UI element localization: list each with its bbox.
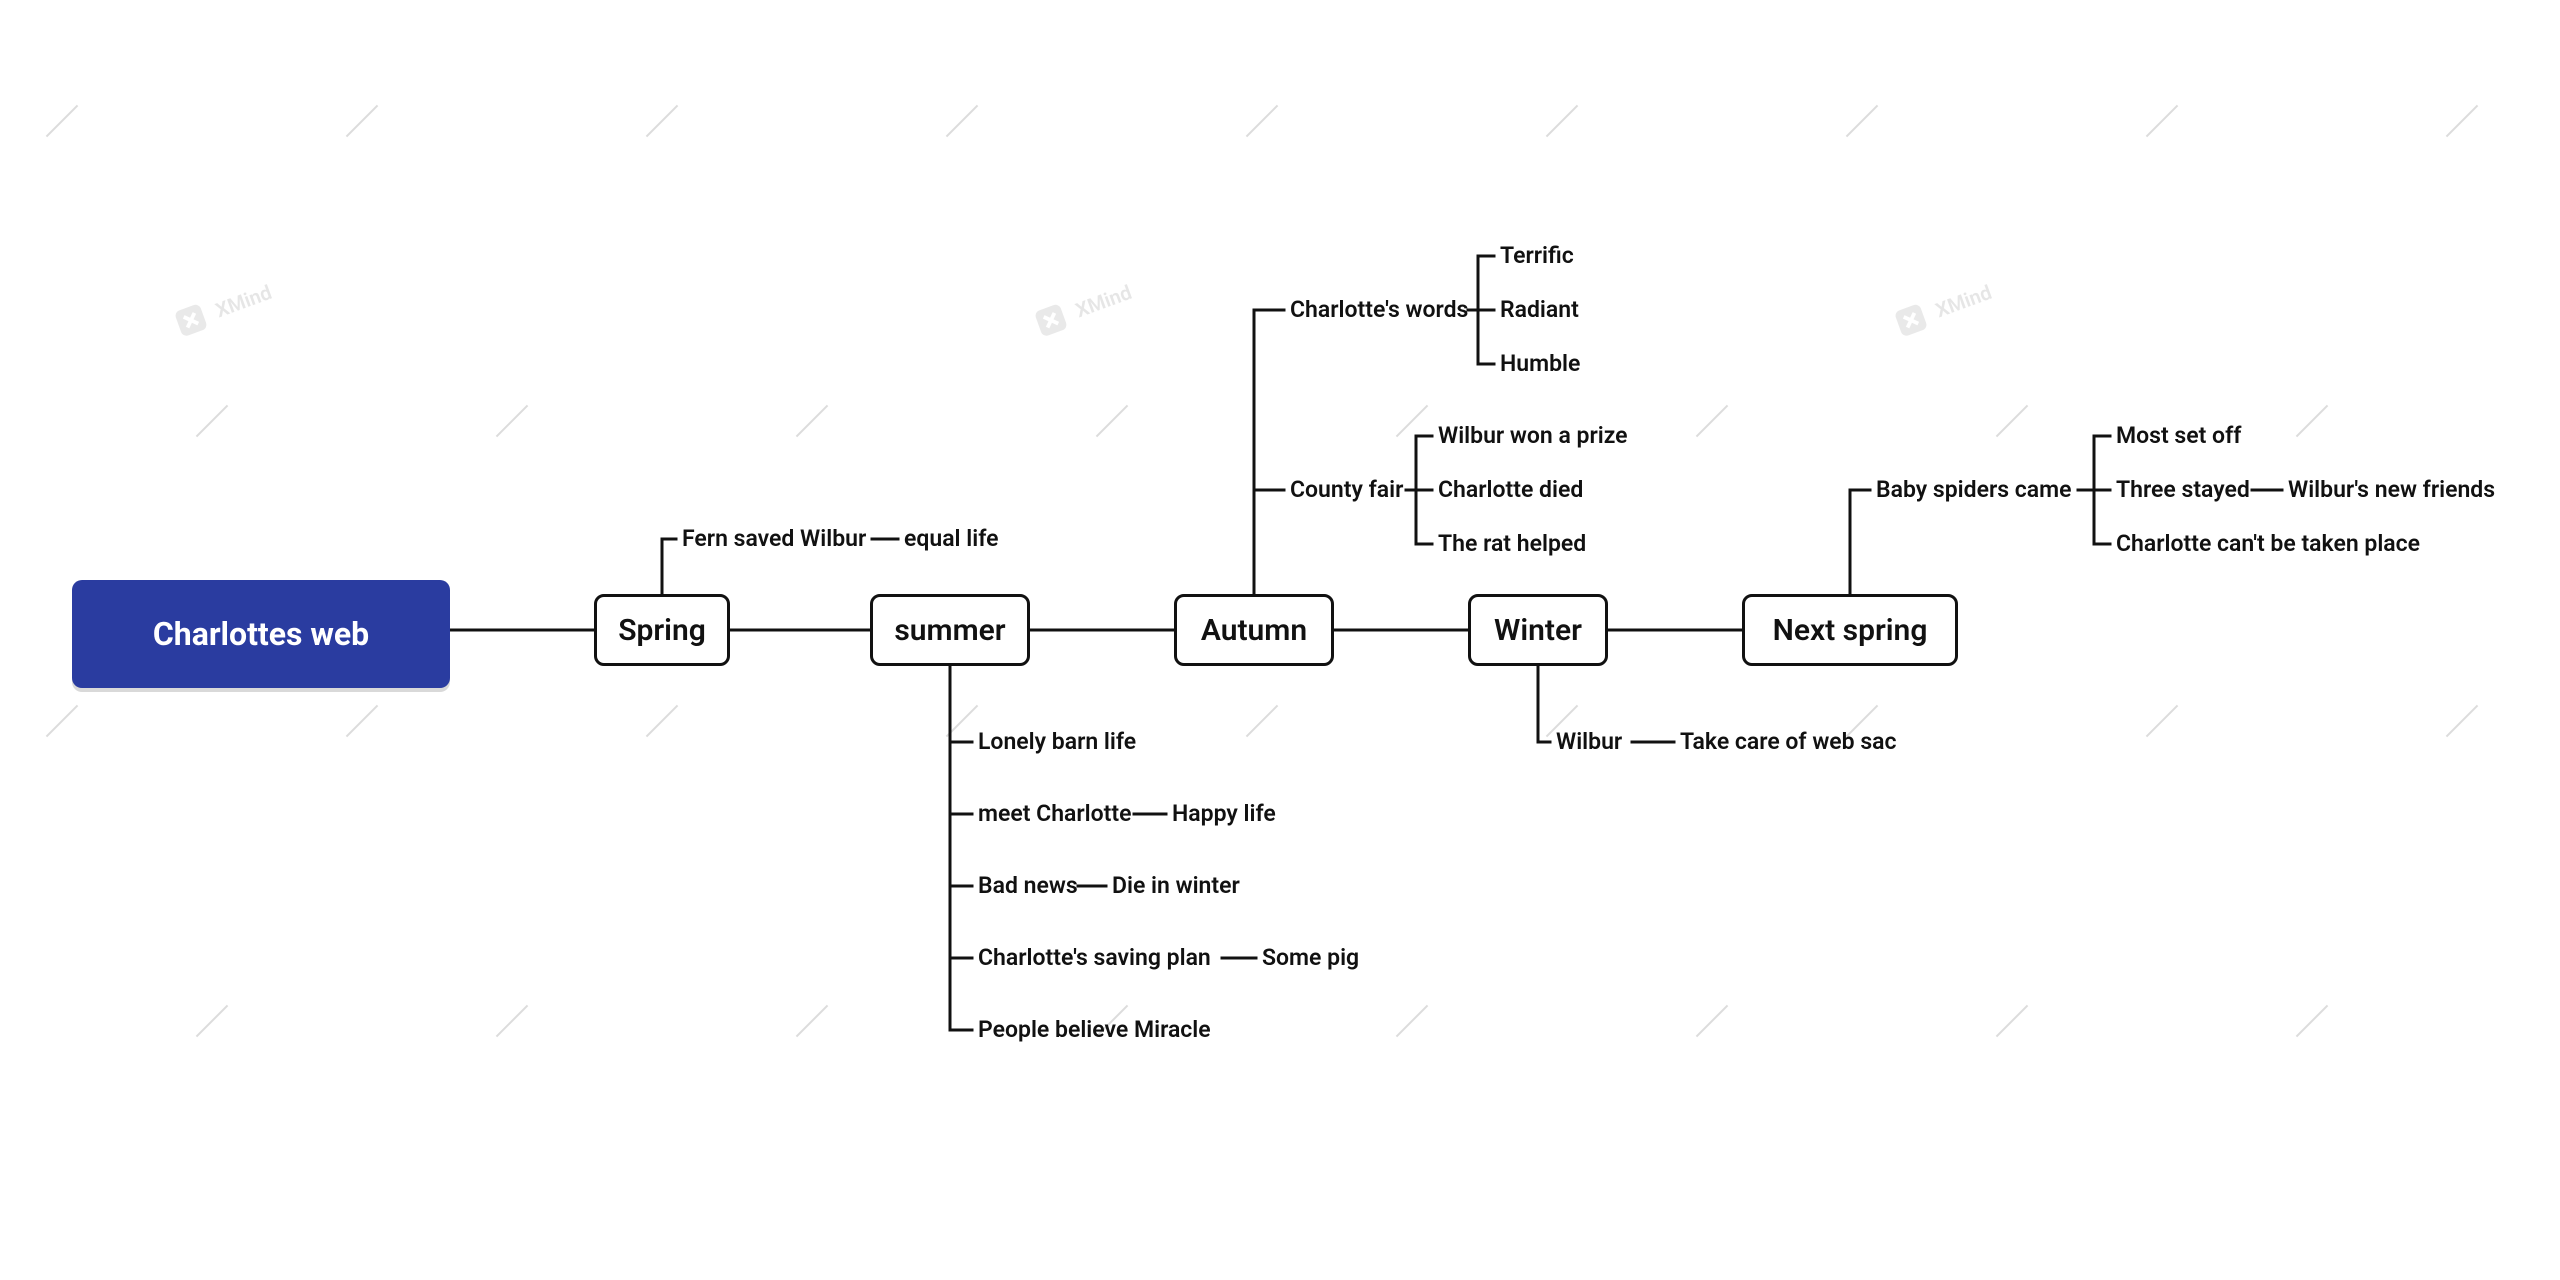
watermark: XMind bbox=[1887, 273, 1998, 344]
season-autumn[interactable]: Autumn bbox=[1174, 594, 1334, 666]
season-label: Winter bbox=[1494, 613, 1582, 648]
branch-taken[interactable]: Charlotte can't be taken place bbox=[2116, 530, 2420, 557]
branch-happy[interactable]: Happy life bbox=[1172, 800, 1276, 827]
branch-prize[interactable]: Wilbur won a prize bbox=[1438, 422, 1628, 449]
branch-most[interactable]: Most set off bbox=[2116, 422, 2241, 449]
branch-three[interactable]: Three stayed bbox=[2116, 476, 2250, 503]
branch-wilbur[interactable]: Wilbur bbox=[1556, 728, 1622, 755]
mindmap-canvas: XMind XMind XMind Charlottes web Spring … bbox=[0, 0, 2560, 1280]
season-label: Next spring bbox=[1773, 613, 1928, 648]
branch-humble[interactable]: Humble bbox=[1500, 350, 1580, 377]
season-next-spring[interactable]: Next spring bbox=[1742, 594, 1958, 666]
branch-miracle[interactable]: People believe Miracle bbox=[978, 1016, 1211, 1043]
season-winter[interactable]: Winter bbox=[1468, 594, 1608, 666]
root-node[interactable]: Charlottes web bbox=[72, 580, 450, 688]
branch-bad[interactable]: Bad news bbox=[978, 872, 1078, 899]
season-label: summer bbox=[894, 613, 1005, 648]
branch-radiant[interactable]: Radiant bbox=[1500, 296, 1579, 323]
watermark: XMind bbox=[167, 273, 278, 344]
branch-equal-life[interactable]: equal life bbox=[904, 525, 998, 552]
branch-websac[interactable]: Take care of web sac bbox=[1680, 728, 1897, 755]
season-label: Autumn bbox=[1201, 613, 1307, 648]
branch-rat[interactable]: The rat helped bbox=[1438, 530, 1586, 557]
branch-terrific[interactable]: Terrific bbox=[1500, 242, 1574, 269]
season-label: Spring bbox=[618, 613, 706, 648]
root-label: Charlottes web bbox=[153, 615, 369, 653]
branch-friends[interactable]: Wilbur's new friends bbox=[2288, 476, 2495, 503]
branch-meet[interactable]: meet Charlotte bbox=[978, 800, 1132, 827]
branch-plan[interactable]: Charlotte's saving plan bbox=[978, 944, 1211, 971]
branch-fair[interactable]: County fair bbox=[1290, 476, 1403, 503]
branch-die[interactable]: Die in winter bbox=[1112, 872, 1240, 899]
watermark: XMind bbox=[1027, 273, 1138, 344]
branch-somepig[interactable]: Some pig bbox=[1262, 944, 1359, 971]
branch-fern[interactable]: Fern saved Wilbur bbox=[682, 525, 866, 552]
branch-baby[interactable]: Baby spiders came bbox=[1876, 476, 2072, 503]
branch-words[interactable]: Charlotte's words bbox=[1290, 296, 1468, 323]
branch-lonely[interactable]: Lonely barn life bbox=[978, 728, 1136, 755]
season-spring[interactable]: Spring bbox=[594, 594, 730, 666]
branch-died[interactable]: Charlotte died bbox=[1438, 476, 1583, 503]
season-summer[interactable]: summer bbox=[870, 594, 1030, 666]
